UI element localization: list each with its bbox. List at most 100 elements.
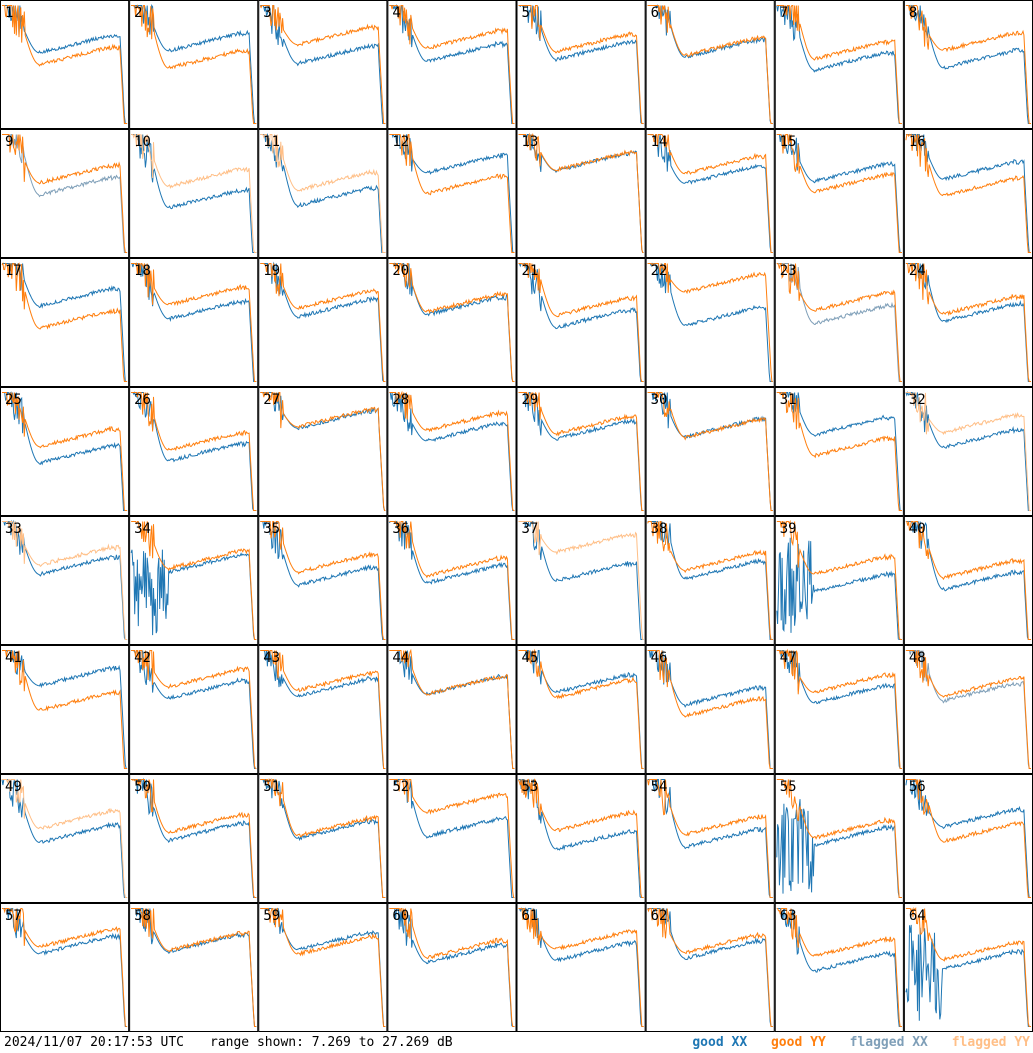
- series-good-xx: [131, 393, 256, 511]
- series-good-yy: [260, 909, 385, 1027]
- panel-29: 29: [517, 388, 645, 516]
- panel-15: 15: [775, 130, 903, 258]
- series-flagged-yy: [131, 135, 256, 253]
- series-good-yy: [648, 522, 773, 640]
- series-good-yy: [648, 651, 773, 769]
- panel-label: 32: [909, 392, 926, 408]
- series-good-yy: [260, 522, 385, 640]
- panel-26: 26: [130, 388, 258, 516]
- series-good-yy: [519, 909, 644, 1027]
- series-good-xx: [2, 780, 127, 898]
- series-good-yy: [260, 780, 385, 898]
- panel-frame: [1, 130, 129, 258]
- series-good-xx: [777, 6, 902, 124]
- series-good-yy: [519, 135, 644, 253]
- timestamp: 2024/11/07 20:17:53 UTC: [4, 1035, 184, 1050]
- panel-19: 19: [259, 259, 387, 387]
- series-good-yy: [131, 909, 256, 1027]
- panel-51: 51: [259, 775, 387, 903]
- series-good-xx: [389, 651, 514, 769]
- panel-label: 39: [780, 521, 797, 537]
- panel-label: 59: [263, 908, 280, 924]
- series-good-yy: [777, 909, 902, 1027]
- panel-label: 2: [134, 5, 142, 21]
- panel-label: 13: [522, 134, 539, 150]
- panel-label: 41: [5, 650, 22, 666]
- series-good-yy: [648, 264, 773, 382]
- panel-8: 8: [904, 1, 1032, 129]
- series-good-xx: [389, 135, 514, 253]
- panel-35: 35: [259, 517, 387, 645]
- panel-49: 49: [1, 775, 129, 903]
- panel-10: 10: [130, 130, 258, 258]
- series-good-yy: [131, 6, 256, 124]
- panel-label: 12: [392, 134, 409, 150]
- series-flagged-yy: [2, 780, 127, 898]
- series-flagged-yy: [906, 393, 1031, 511]
- series-good-yy: [260, 651, 385, 769]
- panel-label: 24: [909, 263, 926, 279]
- series-good-xx: [131, 780, 256, 898]
- panel-label: 16: [909, 134, 926, 150]
- series-good-xx: [519, 780, 644, 898]
- panel-label: 54: [651, 779, 668, 795]
- series-good-yy: [648, 909, 773, 1027]
- panel-label: 43: [263, 650, 280, 666]
- panel-64: 64: [904, 904, 1032, 1032]
- panel-7: 7: [775, 1, 903, 129]
- panel-3: 3: [259, 1, 387, 129]
- panel-label: 6: [651, 5, 659, 21]
- panel-label: 1: [5, 5, 13, 21]
- series-good-yy: [906, 780, 1031, 898]
- panel-41: 41: [1, 646, 129, 774]
- panel-60: 60: [388, 904, 516, 1032]
- panel-28: 28: [388, 388, 516, 516]
- panel-label: 15: [780, 134, 797, 150]
- series-good-xx: [389, 6, 514, 124]
- panel-22: 22: [646, 259, 774, 387]
- panel-label: 21: [522, 263, 539, 279]
- series-good-yy: [131, 651, 256, 769]
- series-good-yy: [777, 651, 902, 769]
- series-good-yy: [131, 264, 256, 382]
- panel-57: 57: [1, 904, 129, 1032]
- panel-label: 60: [392, 908, 409, 924]
- series-good-xx: [648, 135, 773, 253]
- series-good-yy: [2, 264, 127, 382]
- series-good-xx: [519, 393, 644, 511]
- panel-14: 14: [646, 130, 774, 258]
- panel-62: 62: [646, 904, 774, 1032]
- series-good-xx: [389, 264, 514, 382]
- panel-36: 36: [388, 517, 516, 645]
- series-good-yy: [260, 6, 385, 124]
- panel-label: 19: [263, 263, 280, 279]
- panel-label: 62: [651, 908, 668, 924]
- series-good-yy: [389, 393, 514, 511]
- range-label: range shown: 7.269 to 27.269 dB: [210, 1035, 453, 1050]
- panel-43: 43: [259, 646, 387, 774]
- panel-label: 27: [263, 392, 280, 408]
- series-good-xx: [906, 780, 1031, 898]
- panel-59: 59: [259, 904, 387, 1032]
- series-good-xx: [260, 135, 385, 253]
- series-good-yy: [777, 135, 902, 253]
- panel-label: 56: [909, 779, 926, 795]
- series-good-xx: [260, 264, 385, 382]
- panel-label: 14: [651, 134, 668, 150]
- panel-25: 25: [1, 388, 129, 516]
- panel-39: 39: [775, 517, 903, 645]
- panel-label: 8: [909, 5, 917, 21]
- panel-21: 21: [517, 259, 645, 387]
- series-good-xx: [389, 909, 514, 1027]
- series-good-yy: [906, 264, 1031, 382]
- series-flagged-yy: [2, 522, 127, 640]
- series-good-xx: [906, 522, 1031, 640]
- panel-label: 7: [780, 5, 788, 21]
- panel-label: 10: [134, 134, 151, 150]
- panel-frame: [259, 1, 387, 129]
- series-flagged-yy: [519, 522, 644, 640]
- panel-34: 34: [130, 517, 258, 645]
- panel-label: 22: [651, 263, 668, 279]
- panel-47: 47: [775, 646, 903, 774]
- panel-label: 28: [392, 392, 409, 408]
